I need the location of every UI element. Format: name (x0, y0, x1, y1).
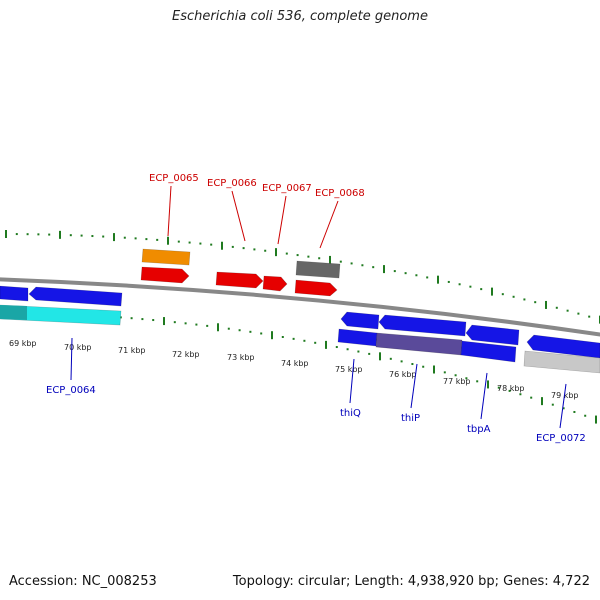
scale-label: 72 kbp (172, 350, 200, 359)
gene-label[interactable]: ECP_0064 (46, 385, 96, 396)
scale-label: 73 kbp (227, 353, 255, 362)
gene-label[interactable]: thiQ (340, 408, 361, 419)
gene-label[interactable]: thiP (401, 413, 420, 424)
cds-feature-tbpa-lower[interactable] (460, 340, 517, 363)
gene-label[interactable]: ECP_0072 (536, 433, 586, 444)
gene-label[interactable]: ECP_0065 (149, 173, 199, 184)
gene-label-leader (349, 358, 355, 404)
gene-label-leader (559, 383, 567, 429)
scale-label: 77 kbp (443, 377, 471, 386)
gene-label-leader (319, 200, 339, 249)
gene-label-leader (480, 372, 488, 420)
cds-feature-0067[interactable] (262, 275, 288, 292)
scale-label: 76 kbp (389, 370, 417, 379)
scale-label: 74 kbp (281, 359, 309, 368)
gene-label-leader (70, 337, 73, 381)
gene-feature-orange[interactable] (141, 248, 191, 266)
gene-label[interactable]: ECP_0067 (262, 183, 312, 194)
accession-text: Accession: NC_008253 (9, 574, 157, 589)
scale-label: 71 kbp (118, 346, 146, 355)
cds-feature-0066[interactable] (215, 271, 264, 289)
cds-feature-0065[interactable] (140, 266, 190, 284)
gene-label-leader (167, 185, 172, 237)
cds-feature-tbpa[interactable] (465, 324, 520, 346)
gene-feature-teal-overlap[interactable] (0, 305, 27, 320)
gene-feature-light-gray[interactable] (523, 350, 600, 374)
gene-label-leader (277, 195, 287, 245)
cds-feature-thip[interactable] (378, 314, 467, 337)
gene-feature-gray[interactable] (295, 260, 341, 279)
scale-label: 70 kbp (64, 343, 92, 352)
gene-label[interactable]: ECP_0068 (315, 188, 365, 199)
cds-feature-thiq-lower[interactable] (337, 328, 378, 347)
scale-label: 78 kbp (497, 384, 525, 393)
forward-strand-features (140, 248, 341, 297)
gene-label[interactable]: ECP_0066 (207, 178, 257, 189)
scale-label: 69 kbp (9, 339, 37, 348)
cds-feature-0064[interactable] (28, 286, 123, 307)
cds-feature-0068[interactable] (294, 279, 338, 297)
gene-label-leader (231, 190, 246, 242)
scale-label: 75 kbp (335, 365, 363, 374)
map-title: Escherichia coli 536, complete genome (172, 9, 428, 24)
gene-labels: ECP_0065 ECP_0066 ECP_0067 ECP_0068 ECP_0064… (46, 173, 586, 444)
reverse-strand-features (0, 285, 600, 374)
gene-feature-cyan[interactable] (0, 304, 122, 326)
gene-label[interactable]: tbpA (467, 424, 491, 435)
gene-label-leader (410, 363, 418, 409)
genome-backbone (0, 277, 600, 337)
genome-stats-text: Topology: circular; Length: 4,938,920 bp… (232, 574, 590, 589)
cds-feature-thiq[interactable] (340, 311, 380, 330)
overlap-feature-purple[interactable] (375, 332, 463, 356)
cds-feature-0072[interactable] (526, 334, 600, 359)
cds-feature-left-edge[interactable] (0, 285, 29, 302)
outer-tick-ring (5, 230, 600, 324)
